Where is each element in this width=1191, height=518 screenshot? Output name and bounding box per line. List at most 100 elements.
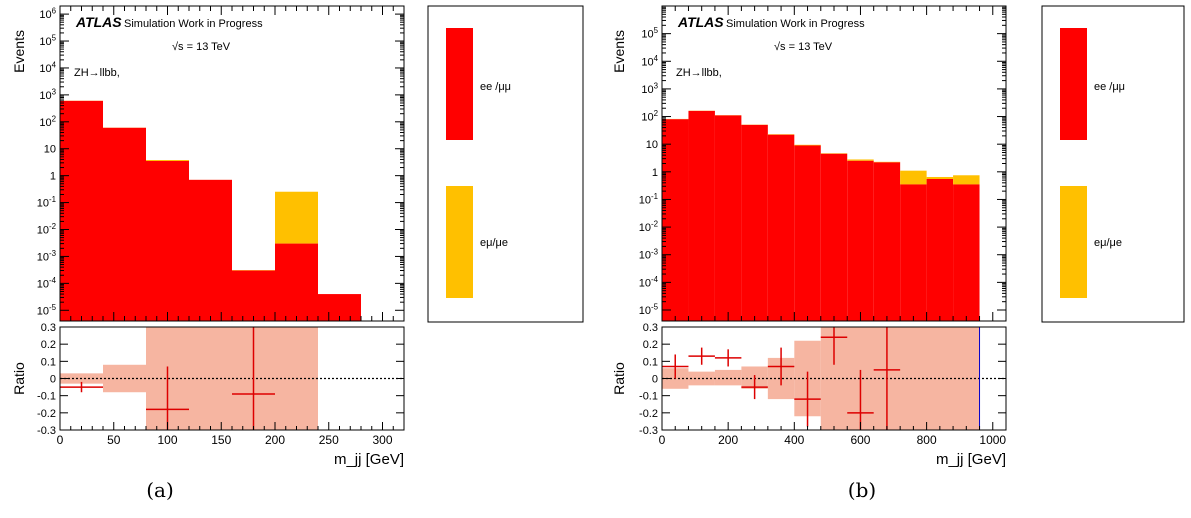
- caption-b: (b): [847, 478, 877, 502]
- ratio-point-0: [60, 381, 103, 393]
- bar-emu-bin-4: [767, 134, 795, 135]
- x-axis-label: m_jj [GeV]: [334, 451, 404, 468]
- ratio-y-tick-label-0: -0.3: [639, 425, 658, 437]
- ratio-y-tick-label-3: 0: [652, 374, 658, 386]
- y-tick-label-10: 105​: [641, 26, 658, 40]
- ratio-point-4: [767, 347, 795, 386]
- y-tick-label-3: 10-2​: [639, 220, 658, 234]
- legend-swatch-emu: [1060, 186, 1087, 298]
- caption-a: (a): [146, 478, 174, 502]
- legend-swatch-eemumu: [446, 28, 473, 140]
- ratio-y-tick-label-4: 0.1: [643, 356, 658, 368]
- x-tick-label-4: 800: [917, 433, 937, 447]
- y-tick-label-0: 10-5​: [37, 303, 57, 317]
- ratio-point-0: [662, 354, 689, 379]
- ratio-y-axis-label: Ratio: [611, 362, 627, 395]
- y-tick-label-5: 1: [652, 167, 658, 179]
- ratio-point-7: [847, 369, 874, 430]
- ratio-y-tick-label-6: 0.3: [41, 322, 56, 334]
- bar-eemumu-bin-11: [953, 184, 980, 321]
- y-tick-label-1: 10-4​: [37, 276, 57, 290]
- y-tick-label-10: 105​: [39, 34, 56, 48]
- ratio-point-2: [232, 327, 275, 430]
- y-tick-label-9: 104​: [641, 54, 658, 68]
- x-tick-label-2: 100: [157, 433, 177, 447]
- y-tick-label-4: 10-1​: [639, 192, 659, 206]
- bar-eemumu-bin-10: [926, 178, 954, 321]
- y-tick-label-4: 10-1​: [37, 195, 57, 209]
- y-tick-label-1: 10-4​: [639, 275, 659, 289]
- x-tick-label-5: 1000: [979, 433, 1006, 447]
- atlas-label: ATLAS: [75, 14, 122, 30]
- x-tick-label-2: 400: [784, 433, 804, 447]
- bar-emu-bin-5: [794, 144, 821, 146]
- y-tick-label-2: 10-3​: [37, 249, 57, 263]
- bar-eemumu-bin-2: [146, 161, 189, 321]
- bar-eemumu-bin-1: [688, 110, 715, 321]
- atlas-sublabel: Simulation Work in Progress: [124, 18, 263, 30]
- legend: ee /μμ eμ/μe: [427, 5, 584, 323]
- bar-eemumu-bin-4: [232, 270, 275, 321]
- ratio-point-3: [741, 375, 768, 400]
- ratio-panel: -0.3 -0.2 -0.1 0 0.1 0.2 0.3 0 200 400 600 800 1000 R…: [611, 322, 1007, 468]
- y-tick-label-7: 102​: [39, 114, 56, 128]
- y-tick-label-3: 10-2​: [37, 222, 56, 236]
- x-tick-label-1: 50: [107, 433, 121, 447]
- y-tick-label-6: 10: [44, 144, 56, 156]
- chart-panel-b: 10-5​ 10-4​ 10-3​ 10-2​ 10-1​ 1 10 102​ 103​ 104​…: [611, 5, 1185, 468]
- atlas-label: ATLAS: [677, 14, 724, 30]
- bar-emu-bin-2: [146, 160, 189, 162]
- x-tick-label-1: 200: [718, 433, 738, 447]
- x-tick-label-6: 300: [372, 433, 392, 447]
- legend-label-eemumu: ee /μμ: [1094, 81, 1125, 93]
- y-tick-label-5: 1: [50, 171, 56, 183]
- bar-emu-bin-7: [847, 159, 874, 161]
- ratio-y-tick-label-1: -0.2: [639, 408, 658, 420]
- process-label: ZH→llbb,: [676, 67, 722, 79]
- y-tick-label-2: 10-3​: [639, 247, 659, 261]
- y-tick-label-7: 102​: [641, 109, 658, 123]
- energy-label: √s = 13 TeV: [172, 41, 231, 53]
- legend-swatch-emu: [446, 186, 473, 298]
- bar-emu-bin-10: [926, 176, 954, 179]
- chart-panel-a: 10-5​ 10-4​ 10-3​ 10-2​ 10-1​ 1 10 102​ 103​ 104​…: [11, 5, 584, 468]
- ratio-point-1: [688, 347, 715, 365]
- atlas-sublabel: Simulation Work in Progress: [726, 18, 865, 30]
- ratio-y-tick-label-2: -0.1: [639, 391, 658, 403]
- bar-eemumu-bin-0: [60, 100, 103, 321]
- bar-eemumu-bin-9: [900, 184, 927, 321]
- ratio-point-2: [714, 349, 742, 367]
- y-tick-label-8: 103​: [39, 87, 56, 101]
- legend-swatch-eemumu: [1060, 28, 1087, 140]
- bar-eemumu-bin-2: [714, 115, 742, 321]
- y-axis-label: Events: [11, 30, 27, 73]
- legend: ee /μμ eμ/μe: [1041, 5, 1185, 323]
- bar-emu-bin-5: [275, 191, 318, 244]
- y-axis-label: Events: [611, 30, 627, 73]
- process-label: ZH→llbb,: [74, 67, 120, 79]
- bar-emu-bin-6: [820, 153, 848, 154]
- x-tick-label-4: 200: [265, 433, 285, 447]
- y-tick-label-8: 103​: [641, 82, 658, 96]
- ratio-point-6: [820, 327, 848, 365]
- bar-eemumu-bin-5: [794, 145, 821, 321]
- uncertainty-band-1: [688, 371, 715, 386]
- bar-eemumu-bin-7: [847, 160, 874, 321]
- x-tick-label-0: 0: [57, 433, 64, 447]
- uncertainty-band-2: [714, 369, 742, 386]
- bar-emu-bin-9: [900, 170, 927, 185]
- ratio-y-tick-label-1: -0.2: [37, 408, 56, 420]
- x-tick-label-0: 0: [659, 433, 666, 447]
- ratio-panel: -0.3 -0.2 -0.1 0 0.1 0.2 0.3 0 50 100 150 200 250 300…: [11, 322, 405, 468]
- legend-label-emu: eμ/μe: [480, 237, 508, 249]
- ratio-y-axis-label: Ratio: [11, 362, 27, 395]
- bar-emu-bin-8: [873, 161, 901, 163]
- bar-eemumu-bin-3: [189, 179, 232, 321]
- ratio-y-tick-label-2: -0.1: [37, 391, 56, 403]
- bar-eemumu-bin-5: [275, 243, 318, 321]
- y-tick-label-6: 10: [646, 139, 658, 151]
- bar-eemumu-bin-1: [103, 127, 146, 321]
- x-tick-label-3: 600: [850, 433, 870, 447]
- ratio-y-tick-label-5: 0.2: [41, 339, 56, 351]
